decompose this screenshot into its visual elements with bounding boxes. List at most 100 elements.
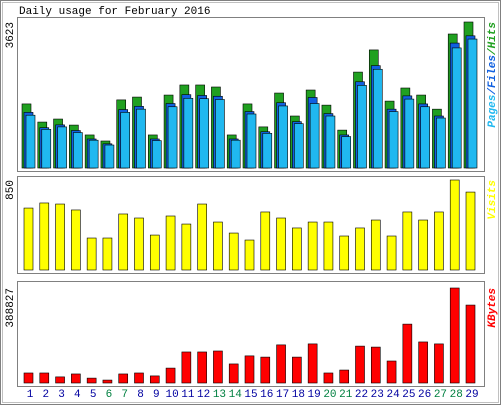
- bar: [197, 351, 207, 384]
- bar: [41, 129, 52, 169]
- bar: [120, 112, 131, 169]
- bar: [39, 372, 50, 384]
- bar: [118, 373, 129, 384]
- legend-separator: /: [487, 47, 499, 56]
- bar: [25, 114, 36, 169]
- bar: [451, 47, 462, 169]
- bar: [467, 38, 478, 169]
- bar: [339, 235, 350, 271]
- bar: [402, 323, 413, 384]
- x-tick-label: 3: [58, 389, 65, 401]
- x-tick-label: 14: [229, 389, 243, 401]
- bar: [370, 346, 381, 384]
- legend-entry: KBytes: [487, 288, 499, 328]
- bar: [55, 203, 65, 271]
- bar: [404, 98, 415, 169]
- bar: [465, 304, 476, 384]
- bar: [276, 217, 286, 271]
- x-tick-label: 7: [121, 389, 128, 401]
- legend-entry: Files: [487, 55, 499, 88]
- bar: [165, 215, 176, 271]
- bar: [181, 351, 192, 384]
- bar: [149, 234, 160, 271]
- bar: [386, 360, 397, 384]
- x-tick-label: 24: [386, 389, 400, 401]
- bar: [292, 227, 302, 271]
- y-max-label: 3623: [5, 22, 17, 48]
- bar: [244, 355, 255, 384]
- x-tick-label: 6: [106, 389, 113, 401]
- bar: [213, 350, 223, 384]
- legend: Pages/Files/Hits: [487, 22, 499, 128]
- bar: [292, 356, 302, 384]
- bar: [323, 372, 334, 384]
- x-tick-label: 28: [450, 389, 463, 401]
- bar: [228, 232, 239, 271]
- bar: [167, 106, 178, 169]
- bar: [341, 136, 352, 169]
- bar: [165, 367, 176, 384]
- x-tick-label: 4: [74, 389, 81, 401]
- bar: [325, 115, 336, 169]
- bar: [355, 345, 365, 384]
- x-tick-label: 27: [434, 389, 447, 401]
- x-tick-label: 19: [308, 389, 321, 401]
- bar: [23, 372, 34, 384]
- chart-title: Daily usage for February 2016: [19, 6, 210, 18]
- bar: [449, 179, 460, 271]
- bar: [309, 103, 320, 169]
- x-tick-label: 22: [355, 389, 368, 401]
- bar: [230, 139, 241, 169]
- bar: [276, 344, 286, 384]
- bar: [246, 113, 257, 169]
- bar: [434, 343, 444, 384]
- legend-entry: Hits: [487, 22, 499, 49]
- bar: [86, 237, 97, 271]
- bar: [294, 123, 304, 169]
- bar: [386, 235, 397, 271]
- bar: [181, 223, 192, 271]
- bar: [418, 219, 428, 271]
- bar: [449, 287, 460, 384]
- bar: [260, 211, 271, 271]
- bar: [436, 117, 446, 169]
- bar: [260, 356, 271, 384]
- bar: [134, 217, 144, 271]
- bar: [86, 377, 97, 384]
- bar: [149, 375, 160, 384]
- bar: [228, 363, 239, 384]
- bar: [323, 221, 334, 271]
- legend: Visits: [487, 180, 499, 220]
- bar: [55, 376, 65, 384]
- bar: [388, 111, 399, 169]
- bar: [73, 132, 83, 169]
- bar: [215, 99, 225, 169]
- x-tick-label: 16: [260, 389, 273, 401]
- bar: [118, 213, 129, 271]
- bar: [420, 106, 430, 169]
- bar: [136, 108, 146, 169]
- bar: [372, 68, 383, 169]
- bar: [88, 139, 99, 169]
- legend-separator: /: [487, 87, 499, 96]
- x-tick-label: 8: [137, 389, 144, 401]
- x-tick-label: 20: [323, 389, 336, 401]
- bar: [278, 105, 288, 169]
- bar: [102, 379, 113, 384]
- legend: KBytes: [487, 288, 499, 328]
- bar: [434, 211, 444, 271]
- bar: [307, 343, 318, 384]
- x-tick-label: 9: [153, 389, 160, 401]
- x-tick-label: 5: [90, 389, 97, 401]
- x-tick-label: 17: [276, 389, 289, 401]
- bar: [23, 207, 34, 271]
- x-tick-label: 11: [181, 389, 195, 401]
- x-tick-label: 26: [418, 389, 431, 401]
- bar: [104, 144, 115, 169]
- bar: [262, 133, 273, 169]
- bar: [151, 140, 162, 169]
- bar: [199, 98, 209, 169]
- legend-entry: Pages: [487, 94, 499, 127]
- x-tick-label: 13: [213, 389, 226, 401]
